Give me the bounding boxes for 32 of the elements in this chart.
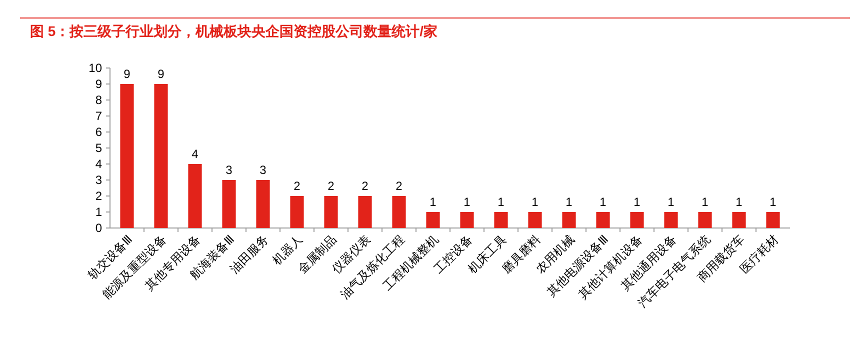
y-tick-label: 8 (95, 93, 102, 107)
data-label: 1 (702, 195, 709, 209)
title: 图 5：按三级子行业划分，机械板块央企国资控股公司数量统计/家 (30, 23, 438, 39)
data-label: 1 (566, 195, 573, 209)
y-tick-label: 5 (95, 141, 102, 155)
y-tick-label: 7 (95, 109, 102, 123)
y-tick-label: 2 (95, 189, 102, 203)
data-label: 1 (532, 195, 539, 209)
data-label: 2 (362, 179, 369, 193)
data-label: 9 (124, 67, 131, 81)
data-label: 2 (396, 179, 403, 193)
data-label: 1 (464, 195, 471, 209)
y-tick-label: 3 (95, 173, 102, 187)
data-label: 3 (226, 163, 233, 177)
data-label: 1 (736, 195, 743, 209)
data-label: 1 (668, 195, 675, 209)
data-label: 2 (328, 179, 335, 193)
data-label: 1 (600, 195, 607, 209)
y-tick-label: 10 (88, 61, 102, 75)
data-label: 1 (430, 195, 437, 209)
y-tick-label: 9 (95, 77, 102, 91)
y-tick-label: 4 (95, 157, 102, 171)
data-label: 3 (260, 163, 267, 177)
data-label: 2 (294, 179, 301, 193)
y-tick-label: 1 (95, 205, 102, 219)
y-tick-label: 0 (95, 221, 102, 235)
data-label: 1 (634, 195, 641, 209)
data-label: 1 (498, 195, 505, 209)
data-label: 4 (192, 147, 199, 161)
data-label: 9 (158, 67, 165, 81)
y-tick-label: 6 (95, 125, 102, 139)
data-label: 1 (770, 195, 777, 209)
